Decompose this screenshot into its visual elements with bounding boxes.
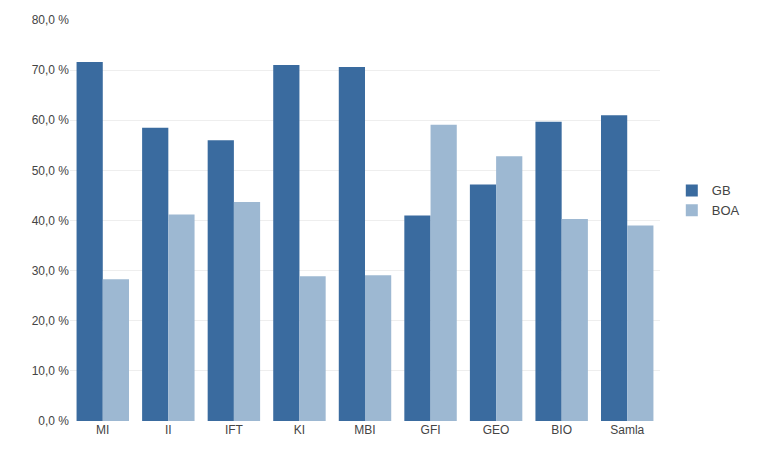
svg-text:20,0 %: 20,0 % (32, 314, 70, 328)
svg-text:GB: GB (712, 183, 731, 198)
svg-text:KI: KI (294, 423, 305, 437)
svg-text:30,0 %: 30,0 % (32, 264, 70, 278)
svg-text:0,0 %: 0,0 % (38, 414, 69, 428)
svg-text:70,0 %: 70,0 % (32, 63, 70, 77)
svg-text:IFT: IFT (225, 423, 244, 437)
svg-text:GEO: GEO (483, 423, 510, 437)
svg-text:GFI: GFI (421, 423, 441, 437)
svg-text:MBI: MBI (354, 423, 375, 437)
svg-text:10,0 %: 10,0 % (32, 364, 70, 378)
svg-text:40,0 %: 40,0 % (32, 214, 70, 228)
svg-text:Samla: Samla (610, 423, 644, 437)
svg-text:50,0 %: 50,0 % (32, 164, 70, 178)
svg-text:BIO: BIO (551, 423, 572, 437)
svg-text:II: II (165, 423, 172, 437)
svg-text:MI: MI (96, 423, 109, 437)
svg-text:80,0 %: 80,0 % (32, 13, 70, 27)
svg-text:60,0 %: 60,0 % (32, 113, 70, 127)
svg-text:BOA: BOA (712, 203, 740, 218)
